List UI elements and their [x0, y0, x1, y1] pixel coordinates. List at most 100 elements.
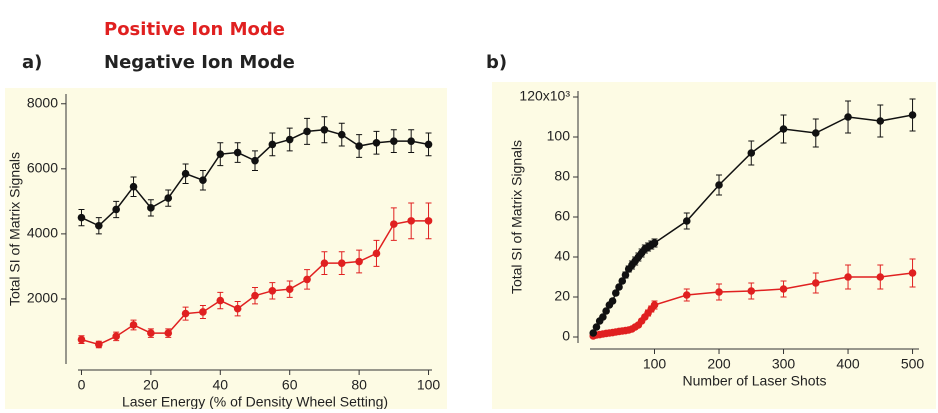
- data-point: [233, 148, 242, 157]
- y-tick-label: 4000: [27, 225, 58, 241]
- y-tick-label: 6000: [27, 160, 58, 176]
- data-point: [747, 287, 756, 295]
- y-tick-label: 20: [554, 288, 570, 304]
- x-tick-label: 100: [417, 377, 441, 393]
- data-point: [147, 204, 155, 212]
- x-tick-label: 400: [836, 356, 860, 372]
- data-point: [251, 291, 259, 300]
- data-point: [337, 130, 346, 139]
- x-axis-label: Number of Laser Shots: [683, 373, 827, 389]
- data-point: [811, 279, 820, 287]
- data-point: [216, 150, 225, 158]
- data-point: [599, 313, 607, 321]
- data-point: [164, 194, 173, 202]
- data-point: [811, 129, 820, 137]
- x-tick-label: 500: [901, 356, 925, 372]
- y-axis-label: Total SI of Matrix Signals: [7, 152, 23, 306]
- data-point: [407, 217, 415, 225]
- data-point: [77, 335, 86, 344]
- data-point: [650, 301, 659, 309]
- data-point: [303, 127, 311, 136]
- data-point: [147, 329, 155, 337]
- data-point: [779, 125, 788, 133]
- y-tick-label: 60: [554, 208, 570, 224]
- x-tick-label: 20: [143, 377, 159, 393]
- data-point: [164, 329, 173, 337]
- x-tick-label: 0: [78, 377, 86, 393]
- data-point: [715, 288, 723, 296]
- plot-background: [492, 82, 936, 409]
- y-tick-label: 8000: [27, 94, 58, 110]
- plot-background: [5, 88, 447, 409]
- data-point: [615, 283, 623, 291]
- data-point: [844, 113, 852, 121]
- data-point: [199, 308, 207, 316]
- data-point: [608, 297, 617, 305]
- y-tick-label: 120x10³: [519, 88, 570, 104]
- data-point: [682, 217, 691, 225]
- y-axis-label: Total SI of Matrix Signals: [509, 140, 525, 294]
- data-point: [612, 289, 620, 297]
- data-point: [181, 169, 190, 178]
- y-tick-label: 100: [547, 128, 571, 144]
- data-point: [876, 117, 885, 125]
- legend-entry: Negative Ion Mode: [104, 52, 295, 73]
- y-tick-label: 2000: [27, 290, 58, 306]
- data-point: [424, 217, 433, 225]
- data-point: [908, 269, 917, 277]
- data-point: [390, 137, 398, 145]
- data-point: [372, 249, 381, 258]
- y-tick-label: 40: [554, 248, 570, 264]
- data-point: [268, 140, 277, 149]
- data-point: [621, 271, 630, 279]
- data-point: [199, 176, 207, 185]
- x-tick-label: 60: [282, 377, 298, 393]
- panel-label: a): [22, 52, 42, 73]
- data-point: [112, 205, 120, 214]
- data-point: [285, 135, 294, 144]
- data-point: [372, 138, 381, 147]
- data-point: [407, 137, 415, 145]
- y-tick-label: 0: [562, 328, 570, 344]
- data-point: [95, 340, 103, 349]
- data-point: [216, 296, 225, 305]
- data-point: [181, 309, 190, 318]
- data-point: [682, 291, 691, 299]
- data-point: [251, 156, 259, 165]
- data-point: [95, 221, 103, 230]
- x-tick-label: 100: [643, 356, 667, 372]
- data-point: [715, 181, 723, 189]
- data-point: [129, 182, 138, 191]
- data-point: [337, 259, 346, 267]
- legend-entry: Positive Ion Mode: [104, 19, 285, 40]
- data-point: [77, 213, 86, 222]
- data-point: [268, 287, 277, 295]
- data-point: [355, 257, 363, 266]
- data-point: [303, 275, 311, 284]
- data-point: [618, 277, 627, 285]
- x-tick-label: 80: [351, 377, 367, 393]
- data-point: [285, 285, 294, 293]
- data-point: [844, 273, 852, 281]
- data-point: [390, 220, 398, 228]
- data-point: [320, 125, 329, 134]
- data-point: [589, 329, 598, 337]
- x-tick-label: 300: [772, 356, 796, 372]
- data-point: [592, 323, 601, 331]
- data-point: [908, 111, 917, 119]
- x-tick-label: 40: [213, 377, 229, 393]
- y-tick-label: 80: [554, 168, 570, 184]
- x-axis-label: Laser Energy (% of Density Wheel Setting…: [122, 394, 388, 409]
- data-point: [320, 259, 329, 267]
- data-point: [129, 321, 138, 329]
- data-point: [233, 304, 242, 313]
- data-point: [650, 239, 659, 247]
- data-point: [602, 307, 610, 315]
- data-point: [112, 332, 120, 341]
- data-point: [355, 142, 363, 150]
- data-point: [424, 140, 433, 149]
- panel-label: b): [486, 52, 507, 73]
- data-point: [747, 149, 756, 157]
